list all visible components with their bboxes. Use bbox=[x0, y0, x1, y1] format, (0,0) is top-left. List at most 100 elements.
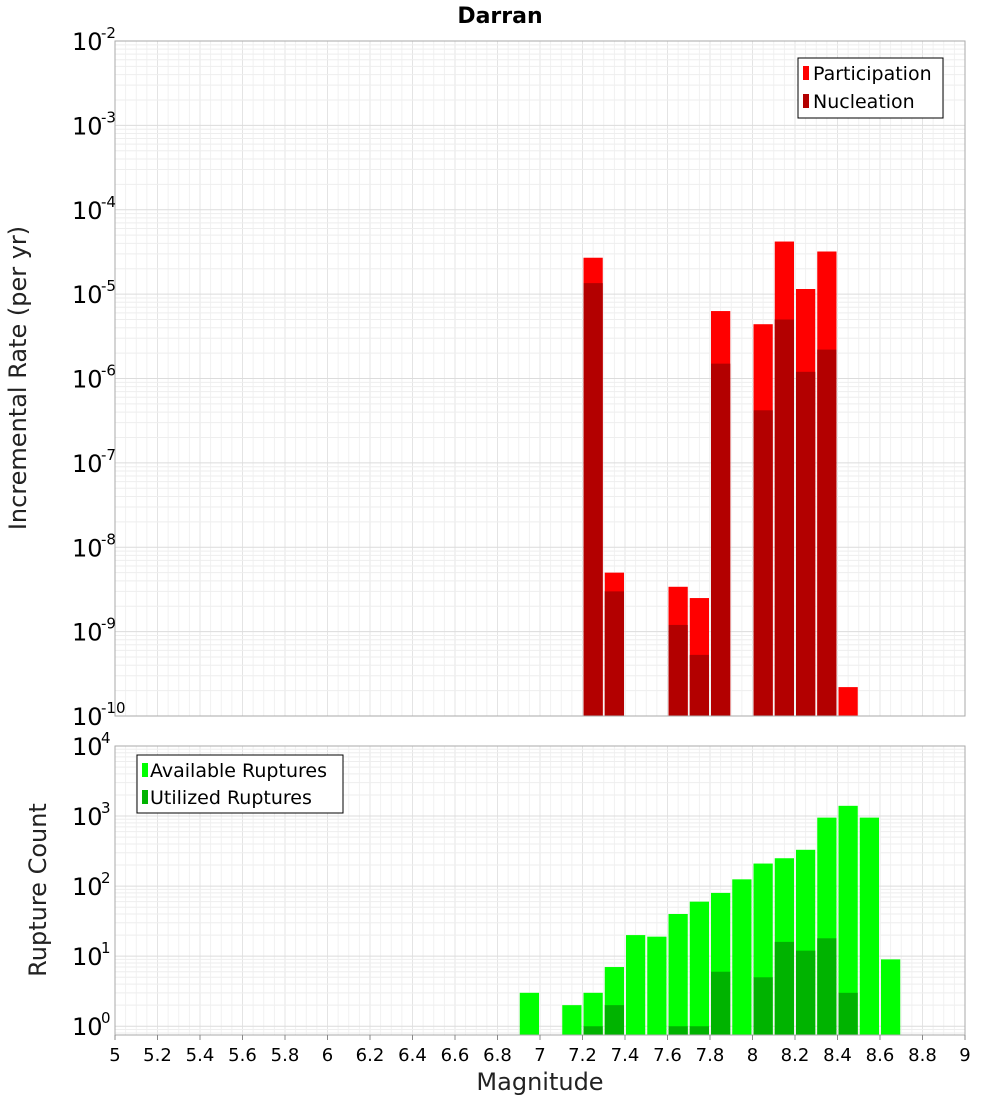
x-tick-label: 8 bbox=[747, 1045, 758, 1066]
top-y-tick-exponent: -9 bbox=[101, 615, 116, 633]
chart-title: Darran bbox=[457, 4, 542, 29]
top-y-tick-exponent: -8 bbox=[101, 530, 116, 548]
legend-swatch-participation bbox=[803, 66, 809, 80]
top-plot-frame bbox=[114, 40, 966, 717]
bottom-y-tick-label: 10 bbox=[72, 943, 103, 971]
x-tick-label: 9 bbox=[959, 1045, 970, 1066]
top-y-tick-label: 10 bbox=[72, 28, 103, 56]
top-y-tick-exponent: -4 bbox=[101, 193, 116, 211]
bar-available-ruptures bbox=[647, 936, 667, 1035]
top-y-tick-labels: 10-210-310-410-510-610-710-810-910-10 bbox=[72, 24, 126, 731]
bar-available-ruptures bbox=[668, 914, 688, 1035]
top-plot: 10-210-310-410-510-610-710-810-910-10 In… bbox=[4, 24, 966, 731]
bar-utilized-ruptures bbox=[753, 977, 773, 1035]
bar-nucleation bbox=[604, 591, 624, 716]
bottom-y-axis-label: Rupture Count bbox=[24, 803, 52, 977]
bar-nucleation bbox=[583, 283, 603, 716]
bottom-legend: Available Ruptures Utilized Ruptures bbox=[136, 754, 344, 814]
x-axis-label: Magnitude bbox=[476, 1068, 603, 1096]
bar-utilized-ruptures bbox=[796, 950, 816, 1035]
bar-nucleation bbox=[817, 349, 837, 716]
top-y-tick-label: 10 bbox=[72, 281, 103, 309]
top-legend-box bbox=[797, 57, 944, 119]
x-tick-label: 8.8 bbox=[908, 1045, 937, 1066]
top-y-tick-label: 10 bbox=[72, 703, 103, 731]
x-tick-label: 8.4 bbox=[823, 1045, 852, 1066]
bar-available-ruptures bbox=[562, 1005, 582, 1035]
legend-swatch-nucleation bbox=[803, 94, 809, 108]
top-plot-grid bbox=[114, 40, 966, 717]
top-y-tick-label: 10 bbox=[72, 450, 103, 478]
top-y-axis-label: Incremental Rate (per yr) bbox=[4, 226, 32, 530]
top-y-tick-label: 10 bbox=[72, 112, 103, 140]
bar-utilized-ruptures bbox=[817, 938, 837, 1035]
bar-utilized-ruptures bbox=[604, 1005, 624, 1035]
bar-utilized-ruptures bbox=[838, 992, 858, 1035]
bar-utilized-ruptures bbox=[583, 1026, 603, 1035]
bottom-legend-box bbox=[136, 754, 344, 814]
bottom-plot-bars bbox=[519, 805, 901, 1035]
x-tick-label: 7.8 bbox=[696, 1045, 725, 1066]
top-plot-bars bbox=[583, 241, 858, 717]
bar-available-ruptures bbox=[626, 935, 646, 1035]
x-tick-label: 5 bbox=[109, 1045, 120, 1066]
x-tick-label: 6.4 bbox=[398, 1045, 427, 1066]
x-tick-label: 6.6 bbox=[441, 1045, 470, 1066]
legend-label-available-ruptures: Available Ruptures bbox=[150, 760, 327, 782]
bar-nucleation bbox=[753, 410, 773, 716]
top-y-tick-exponent: -2 bbox=[101, 24, 116, 42]
bottom-y-tick-exponent: 0 bbox=[101, 1009, 111, 1027]
bar-nucleation bbox=[711, 363, 731, 716]
x-tick-label: 5.4 bbox=[186, 1045, 215, 1066]
top-y-tick-label: 10 bbox=[72, 197, 103, 225]
bottom-y-tick-label: 10 bbox=[72, 803, 103, 831]
top-y-tick-exponent: -5 bbox=[101, 277, 116, 295]
top-legend: Participation Nucleation bbox=[797, 57, 944, 119]
bar-available-ruptures bbox=[881, 959, 901, 1035]
bar-available-ruptures bbox=[519, 992, 539, 1035]
bar-utilized-ruptures bbox=[774, 941, 794, 1035]
top-y-tick-exponent: -6 bbox=[101, 362, 116, 380]
bar-utilized-ruptures bbox=[668, 1026, 688, 1035]
bar-available-ruptures bbox=[583, 992, 603, 1035]
top-y-tick-label: 10 bbox=[72, 534, 103, 562]
bottom-y-tick-label: 10 bbox=[72, 733, 103, 761]
bottom-y-tick-exponent: 1 bbox=[101, 939, 111, 957]
x-tick-label: 5.8 bbox=[271, 1045, 300, 1066]
bar-nucleation bbox=[796, 371, 816, 716]
x-tick-label: 7 bbox=[534, 1045, 545, 1066]
x-tick-labels: 5 5.2 5.4 5.6 5.8 6 6.2 6.4 6.6 6.8 7 7.2 7.4 7.6 7.8 8… bbox=[109, 1035, 971, 1066]
bar-nucleation bbox=[668, 624, 688, 716]
bottom-y-tick-exponent: 3 bbox=[101, 799, 111, 817]
bottom-y-tick-label: 10 bbox=[72, 873, 103, 901]
bottom-y-tick-label: 10 bbox=[72, 1013, 103, 1041]
bar-participation bbox=[838, 687, 858, 716]
x-tick-label: 6 bbox=[322, 1045, 333, 1066]
legend-swatch-utilized-ruptures bbox=[142, 790, 148, 804]
x-tick-label: 5.6 bbox=[228, 1045, 257, 1066]
x-tick-label: 7.2 bbox=[568, 1045, 597, 1066]
x-tick-label: 5.2 bbox=[143, 1045, 172, 1066]
legend-swatch-available-ruptures bbox=[142, 763, 148, 777]
x-tick-label: 7.4 bbox=[611, 1045, 640, 1066]
x-tick-label: 7.6 bbox=[653, 1045, 682, 1066]
bar-available-ruptures bbox=[859, 817, 879, 1035]
x-tick-label: 6.2 bbox=[356, 1045, 385, 1066]
bottom-y-tick-exponent: 2 bbox=[101, 869, 111, 887]
top-y-tick-exponent: -10 bbox=[101, 699, 126, 717]
bar-utilized-ruptures bbox=[711, 971, 731, 1035]
top-y-tick-label: 10 bbox=[72, 619, 103, 647]
x-tick-label: 8.2 bbox=[781, 1045, 810, 1066]
top-y-tick-exponent: -3 bbox=[101, 108, 116, 126]
x-tick-label: 6.8 bbox=[483, 1045, 512, 1066]
x-tick-label: 8.6 bbox=[866, 1045, 895, 1066]
bar-nucleation bbox=[689, 654, 709, 716]
legend-label-utilized-ruptures: Utilized Ruptures bbox=[150, 787, 312, 809]
top-y-tick-label: 10 bbox=[72, 366, 103, 394]
bar-available-ruptures bbox=[732, 879, 752, 1035]
bar-utilized-ruptures bbox=[689, 1026, 709, 1035]
legend-label-nucleation: Nucleation bbox=[813, 91, 915, 113]
